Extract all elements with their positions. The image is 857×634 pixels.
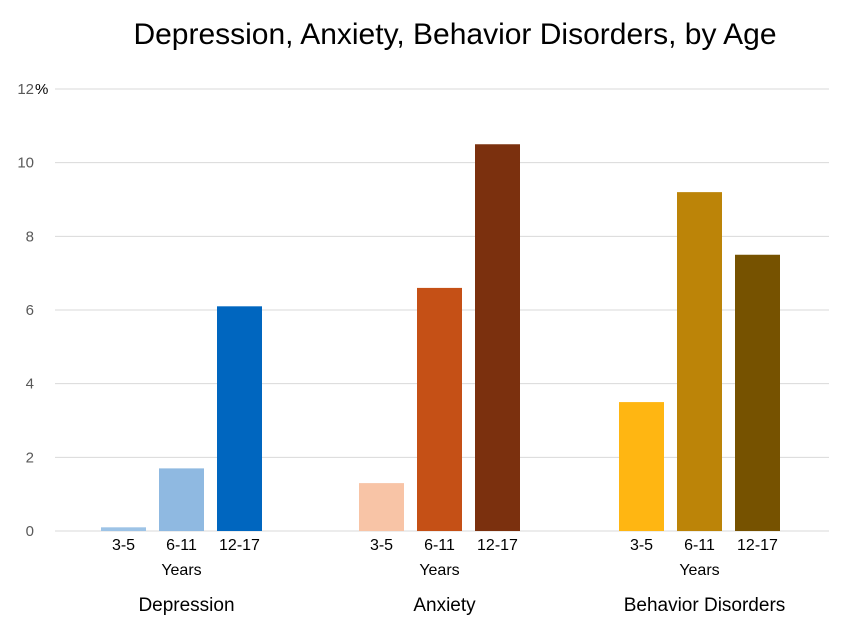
years-label: Years [419, 562, 459, 579]
y-tick-label: 10 [17, 155, 34, 172]
x-tick-label: 12-17 [477, 537, 518, 554]
years-label: Years [161, 562, 201, 579]
x-tick-label: 12-17 [737, 537, 778, 554]
x-tick-label: 3-5 [630, 537, 653, 554]
group-label: Depression [138, 595, 234, 616]
y-tick-label: 6 [26, 302, 34, 319]
bar-behavior-disorders-6-11 [677, 192, 722, 531]
x-tick-label: 3-5 [112, 537, 135, 554]
chart-title: Depression, Anxiety, Behavior Disorders,… [133, 18, 776, 51]
years-label: Years [679, 562, 719, 579]
group-label: Anxiety [413, 595, 476, 616]
bar-anxiety-3-5 [359, 483, 404, 531]
bar-anxiety-12-17 [475, 144, 520, 531]
group-label: Behavior Disorders [624, 595, 786, 616]
x-tick-label: 3-5 [370, 537, 393, 554]
y-tick-label: 8 [26, 228, 34, 245]
bar-behavior-disorders-3-5 [619, 402, 664, 531]
bar-anxiety-6-11 [417, 287, 462, 531]
y-axis-ticks: 0 2 4 6 8 10 12 [17, 81, 34, 540]
y-tick-label: 4 [26, 376, 34, 393]
bar-depression-3-5 [101, 527, 146, 531]
y-tick-label: 2 [26, 449, 34, 466]
x-tick-label: 6-11 [166, 537, 197, 554]
y-tick-label: 0 [26, 523, 34, 540]
bar-behavior-disorders-12-17 [735, 254, 780, 531]
y-tick-label: 12 [17, 81, 34, 98]
bar-depression-12-17 [217, 306, 262, 531]
y-axis-unit: % [35, 81, 48, 98]
x-tick-label: 6-11 [424, 537, 455, 554]
bar-depression-6-11 [159, 468, 204, 531]
x-tick-label: 6-11 [684, 537, 715, 554]
x-tick-label: 12-17 [219, 537, 260, 554]
x-axis-labels: 3-5 6-11 12-17 Years Depression 3-5 6-11 12-17 Y… [112, 537, 785, 616]
bars [101, 144, 780, 531]
